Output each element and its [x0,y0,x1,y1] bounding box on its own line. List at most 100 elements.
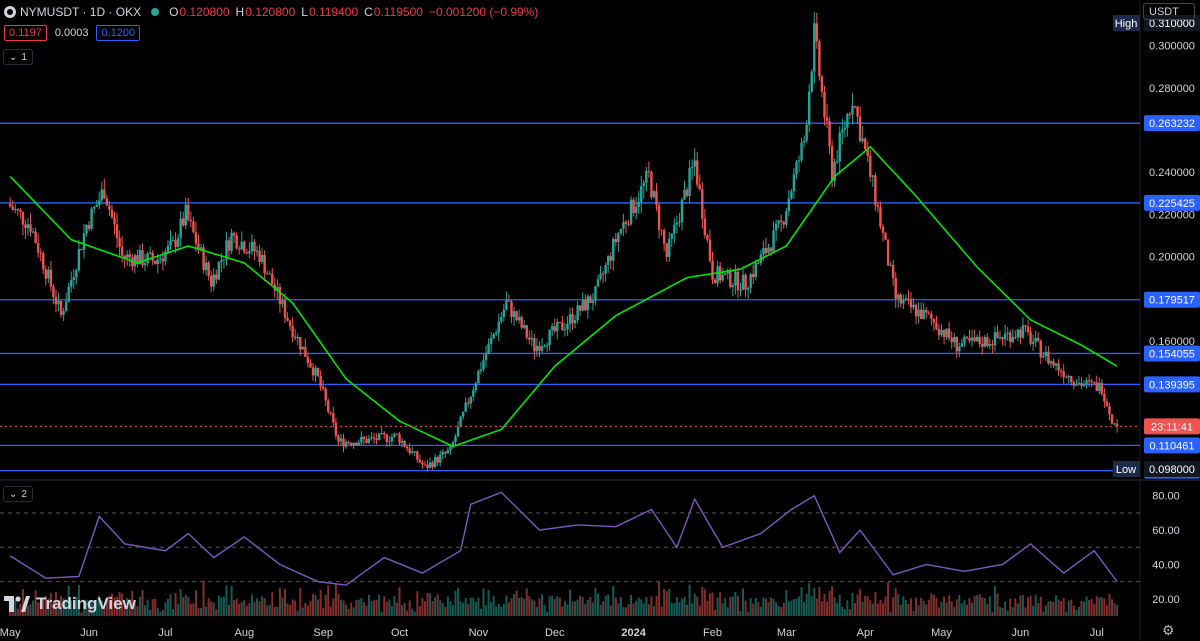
candle [853,106,857,108]
tradingview-logo[interactable]: TradingView [4,594,136,614]
level-label: 0.139395 [1149,379,1195,391]
candle [754,262,757,278]
candle [225,240,228,260]
volume-bar [507,602,510,616]
moving-average-line[interactable] [9,145,1118,448]
candle [530,337,534,340]
volume-bar [230,585,233,616]
candle [487,344,490,354]
currency-selector[interactable]: USDT [1143,3,1195,20]
candle [876,205,880,208]
candle [24,224,27,229]
candle [355,442,358,446]
candle [685,189,689,197]
candle [942,329,946,338]
candle [1021,325,1025,338]
volume-bar [479,608,482,616]
candle [113,217,116,225]
volume-bar [810,596,813,616]
candle [624,221,628,224]
volume-bar [854,603,856,616]
volume-bar [243,600,246,616]
volume-bar [731,596,734,616]
candle [703,218,707,236]
candle [1016,329,1020,338]
volume-bar [599,604,602,616]
volume-bar [1019,595,1022,616]
volume-bar [380,611,383,616]
candle [533,337,536,352]
candle [207,262,210,276]
candle [642,182,645,187]
candle [441,452,444,455]
candle [44,269,48,279]
volume-bar [915,597,918,616]
volume-bar [215,609,218,616]
volume-bar [757,602,760,616]
candle [566,323,569,330]
candle [495,332,498,335]
candle [777,220,780,224]
candle [797,160,801,162]
volume-bar [469,597,472,616]
volume-bar [708,593,711,616]
symbol-title[interactable]: NYMUSDT · 1D · OKX [20,5,142,19]
level-label: 0.154055 [1149,348,1195,360]
candle [215,274,218,280]
candle [561,322,564,330]
volume-bar [805,593,808,616]
volume-bar [999,606,1002,616]
volume-bar [261,596,264,616]
volume-bar [172,609,175,616]
volume-bar [874,591,877,616]
volume-bar [273,606,276,616]
candle [780,220,783,222]
volume-bar [337,593,340,616]
volume-bar [551,595,554,616]
candle [932,318,936,323]
candle [573,319,577,324]
volume-bar [197,607,200,616]
volume-bar [843,609,846,616]
volume-bar [70,600,73,616]
candle [696,160,699,185]
volume-bar [54,591,57,616]
candle [477,370,480,384]
candle [1090,380,1093,382]
ask-price[interactable]: 0.1200 [96,25,141,41]
candle [693,160,696,167]
time-tick-label: 2024 [621,627,646,639]
pane-1-collapse-button[interactable]: ⌄ 1 [3,49,33,65]
bid-ask-quote: 0.1197 0.0003 0.1200 [4,25,141,41]
rsi-line[interactable] [9,491,1118,586]
pane-1-number: 1 [21,51,27,63]
candle [706,235,709,240]
candle [833,162,836,181]
candle [1047,351,1050,364]
bid-price[interactable]: 0.1197 [4,25,47,41]
volume-bar [205,606,208,616]
candle [535,345,539,352]
candle [192,221,195,233]
candle [49,269,53,287]
candle [413,451,416,453]
volume-bar [884,596,887,616]
candle [881,226,885,233]
candle [245,252,249,254]
volume-bar [859,589,862,616]
candle [993,332,997,346]
volume-bar [675,597,678,616]
candle [1080,383,1083,386]
volume-bar [971,602,974,616]
volume-bar [612,585,615,616]
volume-bar [24,607,27,616]
candle [846,114,849,128]
candle [461,411,465,417]
pane-2-collapse-button[interactable]: ⌄ 2 [3,486,33,502]
candle [1062,371,1065,378]
volume-bar [294,600,297,616]
volume-bar [88,605,91,616]
candle [647,171,651,173]
gear-icon[interactable]: ⚙ [1162,622,1175,638]
